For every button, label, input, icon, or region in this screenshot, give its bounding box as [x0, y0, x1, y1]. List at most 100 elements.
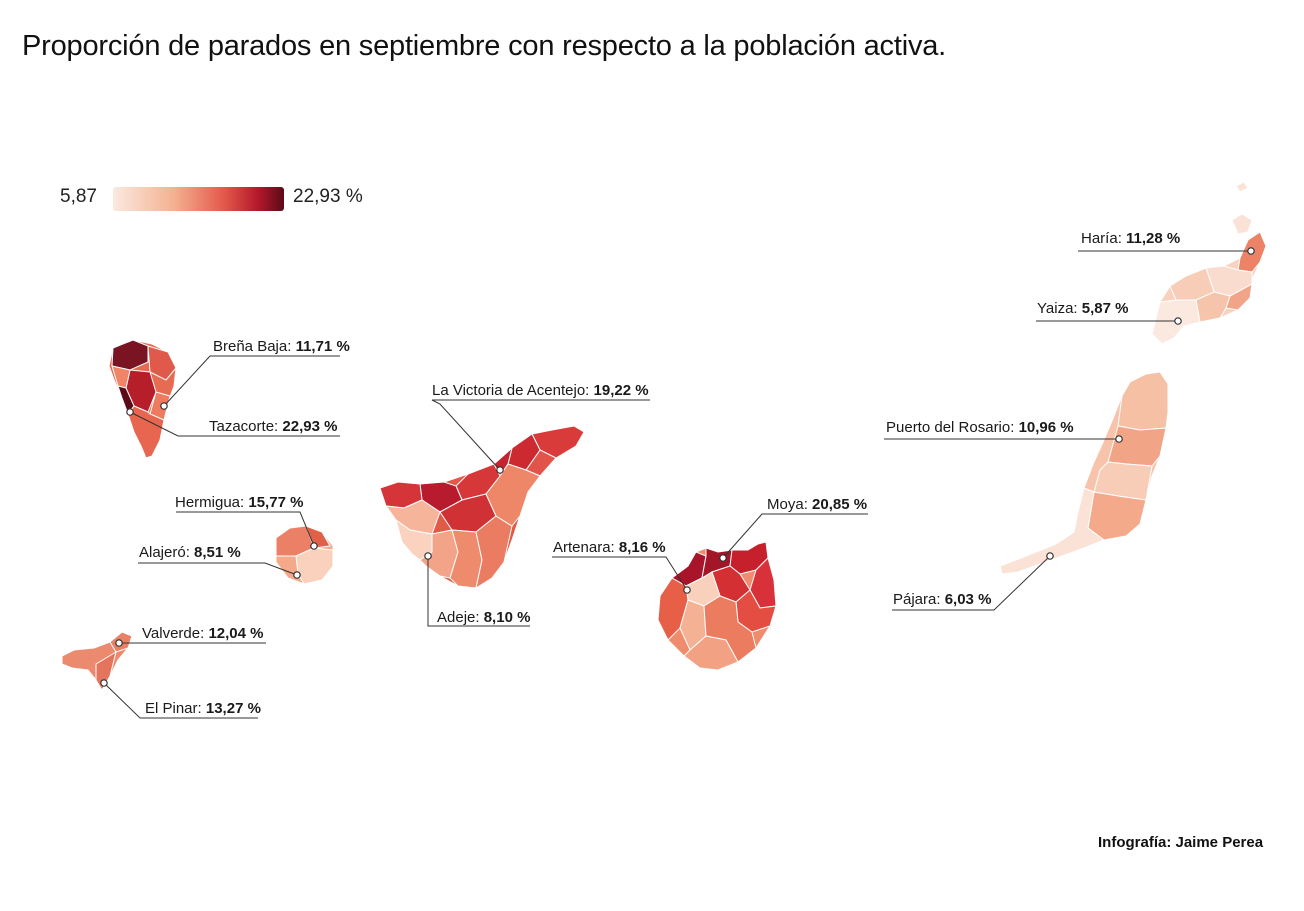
callout-alajero: Alajeró: 8,51 % — [138, 544, 301, 579]
callout-moya: Moya: 20,85 % — [719, 496, 868, 562]
location-marker — [424, 552, 432, 560]
callout-brena-baja: Breña Baja: 11,71 % — [160, 338, 350, 410]
municipality-name: La Victoria de Acentejo — [432, 382, 585, 399]
municipality-la-palma-south — [127, 405, 165, 459]
municipality-puerto-del-rosario — [1107, 425, 1167, 467]
municipality-name: El Pinar — [145, 700, 198, 717]
municipality-label: Breña Baja: 11,71 % — [213, 338, 350, 355]
location-marker — [293, 571, 301, 579]
municipality-value: 22,93 % — [282, 418, 337, 435]
leader-line — [431, 399, 650, 471]
leader-line — [427, 556, 530, 627]
municipality-label: Moya: 20,85 % — [767, 496, 867, 513]
municipality-value: 13,27 % — [206, 700, 261, 717]
municipality-value: 12,04 % — [208, 625, 263, 642]
municipality-label: Artenara: 8,16 % — [553, 539, 666, 556]
location-marker — [160, 402, 168, 410]
municipality-name: Adeje — [437, 609, 475, 626]
callout-valverde: Valverde: 12,04 % — [115, 625, 266, 647]
legend-min-label: 5,87 — [60, 186, 97, 207]
callout-yaiza: Yaiza: 5,87 % — [1036, 300, 1182, 325]
municipality-value: 8,16 % — [619, 539, 666, 556]
municipality-label: Hermigua: 15,77 % — [175, 494, 303, 511]
location-marker — [1046, 552, 1054, 560]
municipality-label: Tazacorte: 22,93 % — [209, 418, 337, 435]
municipality-pajara — [999, 487, 1106, 575]
legend-gradient-bar — [113, 187, 284, 211]
location-marker — [100, 679, 108, 687]
callout-puerto-del-rosario: Puerto del Rosario: 10,96 % — [884, 419, 1123, 443]
map-title: Proporción de parados en septiembre con … — [22, 30, 947, 62]
municipality-label: El Pinar: 13,27 % — [145, 700, 261, 717]
municipality-value: 5,87 % — [1082, 300, 1129, 317]
municipality-value: 8,10 % — [484, 609, 531, 626]
island-fuerteventura — [999, 371, 1169, 575]
leader-line — [129, 411, 340, 437]
location-marker — [1115, 435, 1123, 443]
municipality-label: Pájara: 6,03 % — [893, 591, 991, 608]
municipality-value: 11,71 % — [296, 338, 350, 355]
municipality-value: 15,77 % — [248, 494, 303, 511]
callout-el-pinar: El Pinar: 13,27 % — [100, 679, 261, 719]
leader-line — [552, 556, 688, 591]
island-el-hierro — [61, 631, 133, 691]
island-tenerife — [379, 425, 585, 590]
location-marker — [683, 586, 691, 594]
municipality-label: Puerto del Rosario: 10,96 % — [886, 419, 1074, 436]
location-marker — [719, 554, 727, 562]
callout-adeje: Adeje: 8,10 % — [424, 552, 530, 627]
infographic-credit: Infografía: Jaime Perea — [1098, 834, 1264, 851]
municipality-name: Alajeró — [139, 544, 186, 561]
municipality-san-bartolome — [683, 635, 739, 671]
municipality-value: 10,96 % — [1019, 419, 1074, 436]
municipality-value: 6,03 % — [945, 591, 992, 608]
island-gran-canaria — [657, 541, 777, 671]
location-marker — [1247, 247, 1255, 255]
municipality-label: Haría: 11,28 % — [1081, 230, 1180, 247]
location-marker — [115, 639, 123, 647]
municipality-label: Valverde: 12,04 % — [142, 625, 263, 642]
municipality-name: Valverde — [142, 625, 200, 642]
leader-line — [103, 682, 258, 719]
municipality-name: Moya — [767, 496, 804, 513]
location-marker — [310, 542, 318, 550]
callout-la-victoria-de-acentejo: La Victoria de Acentejo: 19,22 % — [431, 382, 650, 474]
location-marker — [496, 466, 504, 474]
municipality-la-palma-east — [147, 345, 177, 381]
callout-hermigua: Hermigua: 15,77 % — [175, 494, 318, 550]
callout-haria: Haría: 11,28 % — [1078, 230, 1255, 255]
municipality-name: Breña Baja — [213, 338, 288, 355]
leader-line — [176, 511, 315, 547]
legend-max-label: 22,93 % — [293, 186, 363, 207]
callout-tazacorte: Tazacorte: 22,93 % — [126, 408, 340, 437]
location-marker — [1174, 317, 1182, 325]
island-la-gomera — [275, 525, 334, 585]
municipality-la-oliva — [1117, 371, 1169, 431]
municipality-name: Hermigua — [175, 494, 241, 511]
municipality-value: 11,28 % — [1126, 230, 1180, 247]
leader-line — [722, 513, 868, 559]
leader-line — [163, 355, 340, 407]
municipality-alajero — [295, 547, 334, 585]
municipality-label: Adeje: 8,10 % — [437, 609, 530, 626]
municipality-name: Haría — [1081, 230, 1118, 247]
municipality-name: Yaiza — [1037, 300, 1074, 317]
municipality-name: Puerto del Rosario — [886, 419, 1010, 436]
municipality-value: 8,51 % — [194, 544, 241, 561]
location-marker — [126, 408, 134, 416]
municipality-tuineje — [1087, 491, 1147, 541]
islet-la-graciosa — [1231, 213, 1253, 235]
callout-artenara: Artenara: 8,16 % — [552, 539, 691, 594]
municipality-value: 19,22 % — [594, 382, 649, 399]
municipality-name: Artenara — [553, 539, 611, 556]
island-lanzarote — [1151, 181, 1267, 345]
municipality-guimar — [485, 463, 541, 527]
municipality-label: Alajeró: 8,51 % — [139, 544, 241, 561]
callout-pajara: Pájara: 6,03 % — [892, 552, 1054, 611]
leader-line — [138, 562, 298, 576]
municipality-value: 20,85 % — [812, 496, 867, 513]
municipality-name: Tazacorte — [209, 418, 274, 435]
islet-alegranza — [1235, 181, 1249, 193]
island-la-palma — [108, 339, 177, 459]
